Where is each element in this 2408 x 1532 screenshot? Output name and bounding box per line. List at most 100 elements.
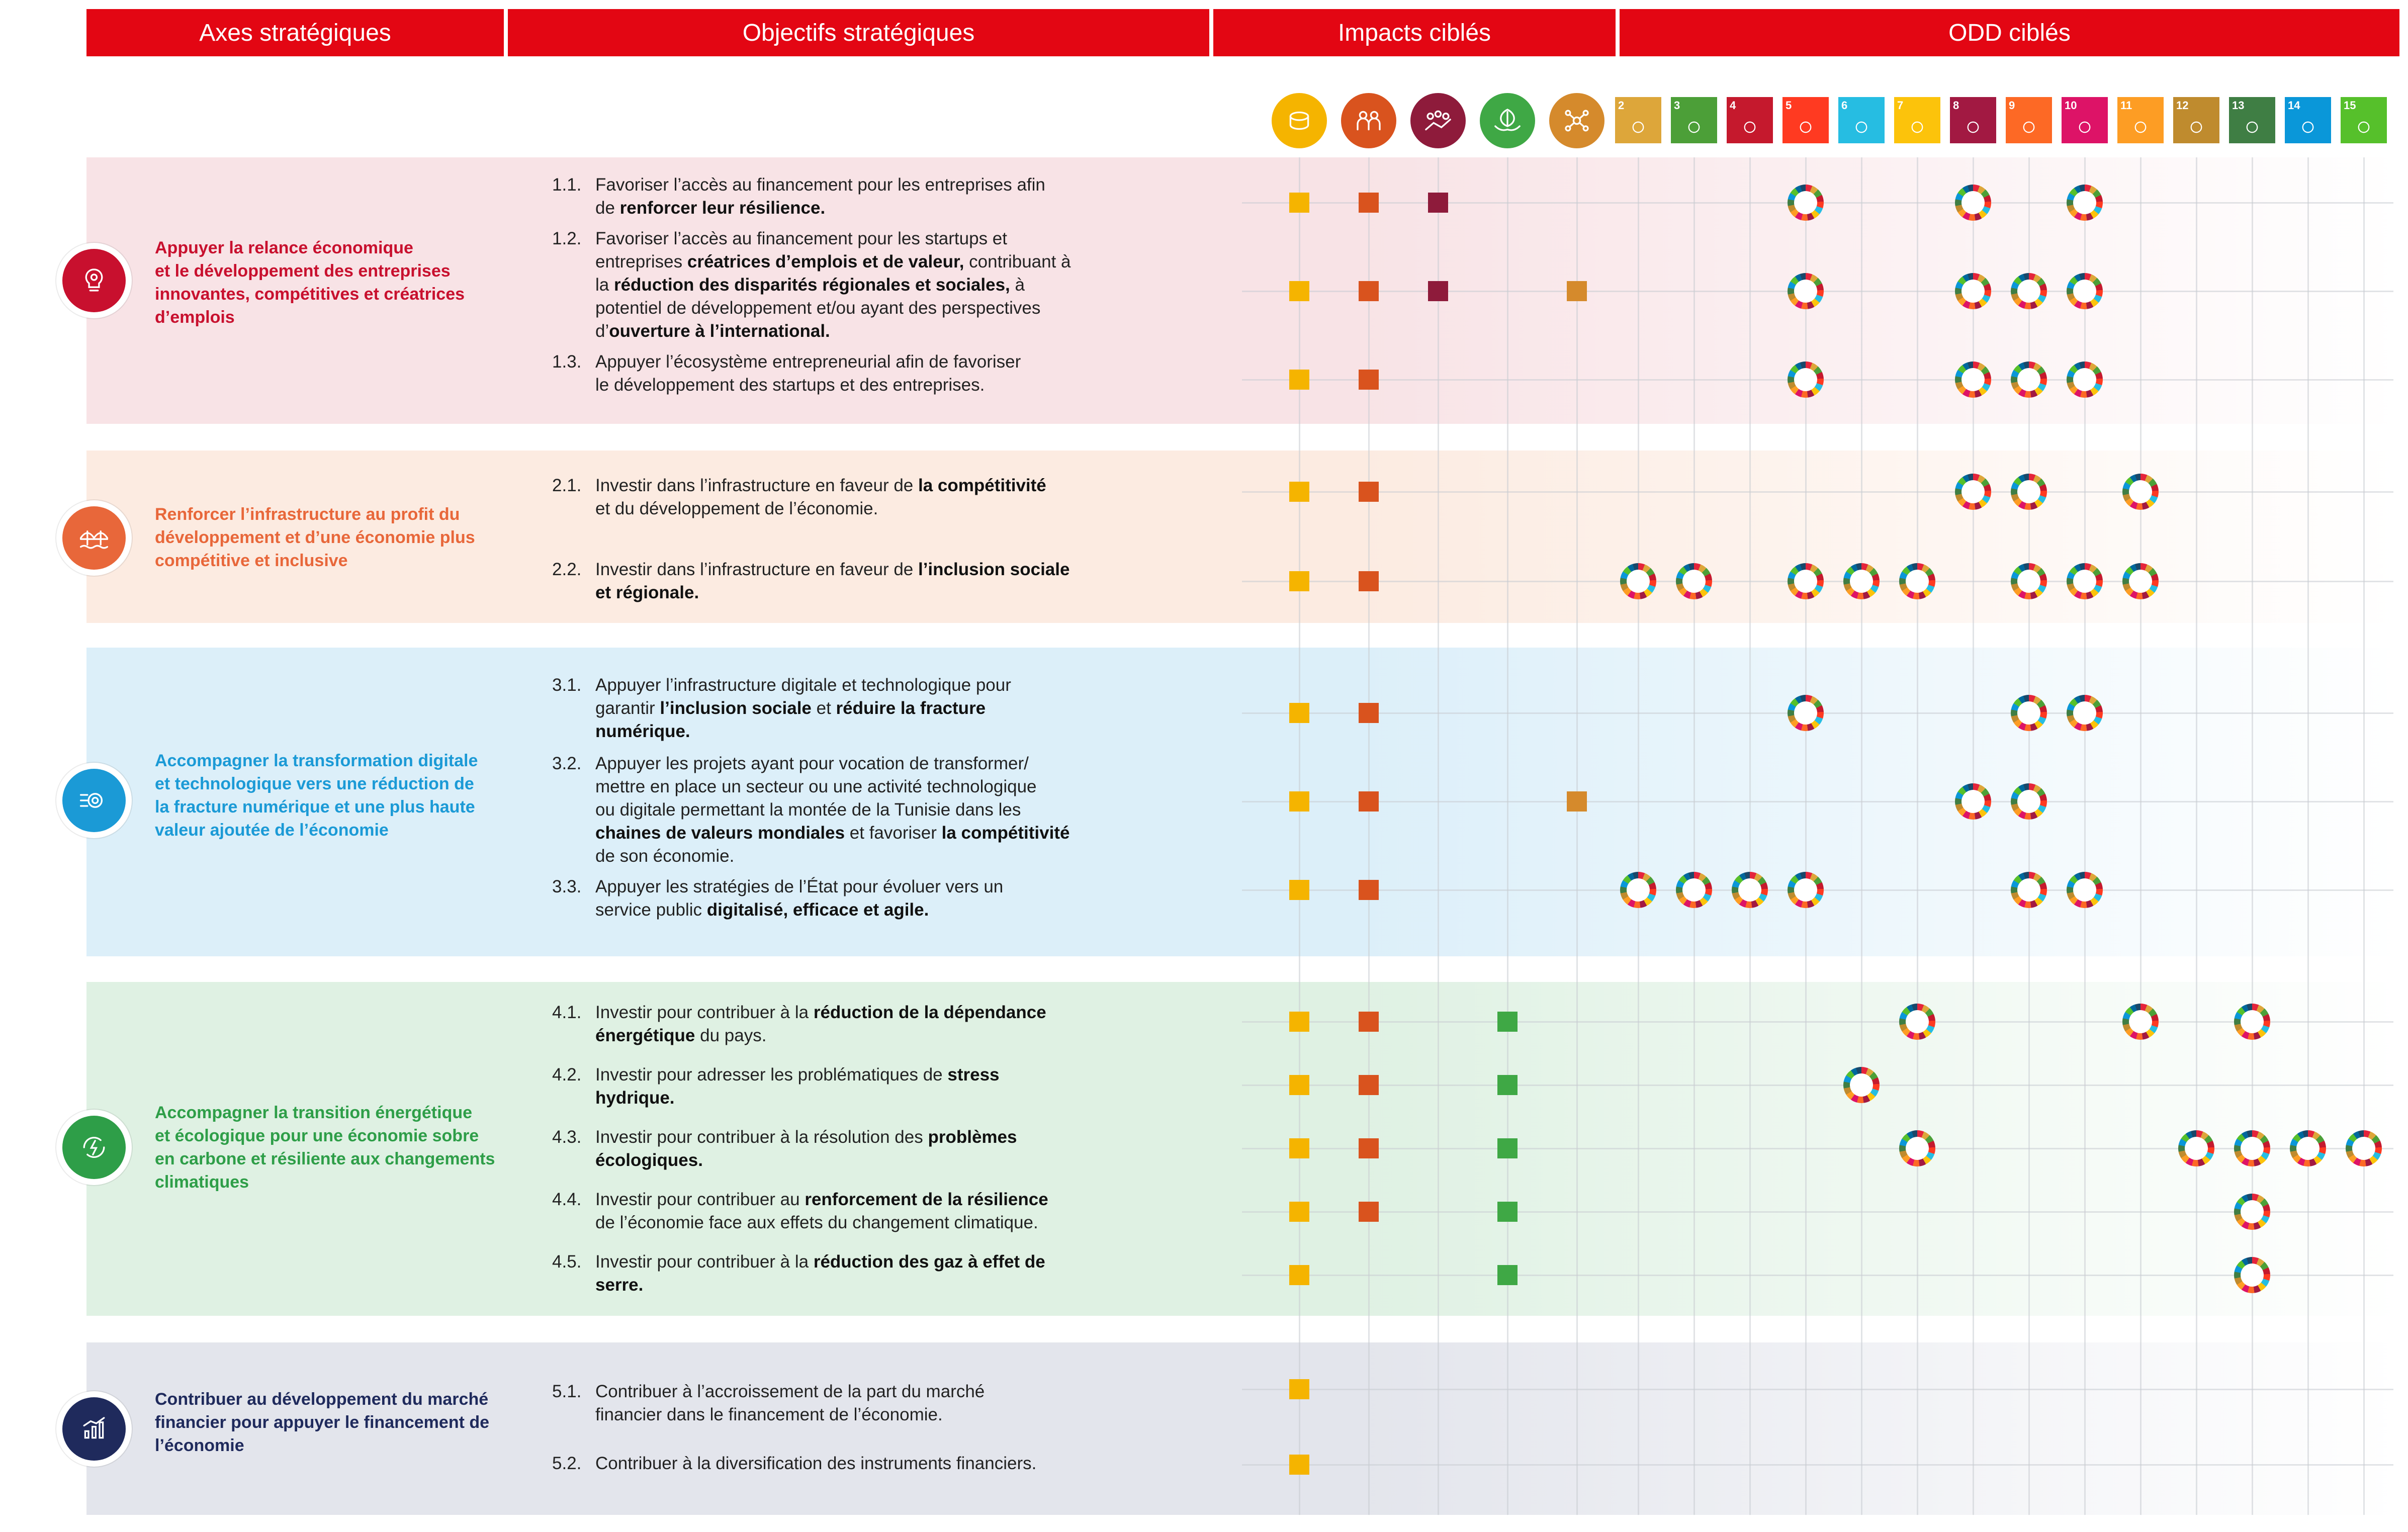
axis-title-line: Appuyer la relance économique — [155, 238, 413, 257]
sdg-mark-4.5-13 — [2234, 1257, 2270, 1293]
grid-column-line — [1693, 157, 1695, 1515]
grid-row-line — [1242, 491, 2393, 493]
objective-number: 2.2. — [552, 560, 582, 579]
objective-text: Appuyer l’infrastructure digitale et tec… — [595, 674, 1120, 743]
sdg-15-icon: 15 — [2341, 97, 2387, 143]
objective-4.3: 4.3. Investir pour contribuer à la résolu… — [552, 1126, 1120, 1172]
axis-title-line: valeur ajoutée de l’économie — [155, 821, 389, 840]
objective-text-part: de — [595, 198, 620, 218]
impact-mark-1.3-2 — [1359, 370, 1379, 390]
objective-text: Investir pour contribuer au renforcement… — [595, 1188, 1120, 1234]
sdg-mark-2.2-10 — [2067, 563, 2103, 599]
impact-mark-3.3-1 — [1289, 880, 1309, 900]
objective-text-part: de son économie. — [595, 846, 735, 866]
objective-text-part: chaines de valeurs mondiales — [595, 823, 845, 843]
grid-column-line — [2307, 157, 2309, 1515]
axis-1-badge — [56, 243, 132, 318]
book-icon — [1737, 116, 1763, 138]
objective-text-part: Appuyer les projets ayant pour vocation … — [595, 754, 1029, 773]
axis-title-line: la fracture numérique et une plus haute — [155, 797, 475, 817]
sdg-mark-3.3-4 — [1732, 872, 1768, 908]
axis-2-title: Renforcer l’infrastructure au profit du d… — [155, 503, 517, 572]
objective-text-part: garantir — [595, 698, 660, 718]
objective-3.2: 3.2. Appuyer les projets ayant pour vocat… — [552, 752, 1120, 868]
sdg-mark-3.2-8 — [1955, 783, 1991, 820]
sdg-number: 3 — [1674, 99, 1680, 112]
objective-number: 4.5. — [552, 1252, 582, 1272]
sdg-mark-2.2-9 — [2011, 563, 2047, 599]
sdg-number: 11 — [2120, 99, 2132, 112]
objective-number: 2.1. — [552, 476, 582, 495]
sdg-number: 6 — [1841, 99, 1848, 112]
objective-number: 5.1. — [552, 1382, 582, 1401]
axis-5-badge — [56, 1391, 132, 1467]
crowd-icon — [1410, 93, 1466, 148]
objective-text-part: la — [595, 275, 614, 295]
grid-column-line — [2252, 157, 2253, 1515]
sdg-mark-2.2-5 — [1788, 563, 1824, 599]
objective-text-part: et du développement de l’économie. — [595, 499, 878, 518]
grid-column-line — [1973, 157, 1974, 1515]
axis-5-title: Contribuer au développement du marché fin… — [155, 1388, 517, 1457]
objective-text: Investir dans l’infrastructure en faveur… — [595, 558, 1120, 604]
impact-mark-2.2-2 — [1359, 571, 1379, 591]
objective-text-part: digitalisé, efficace et agile. — [706, 900, 929, 920]
objective-text-part: problèmes — [928, 1127, 1017, 1147]
axis-title-line: en carbone et résiliente aux changements — [155, 1149, 495, 1168]
axis-title-line: et technologique vers une réduction de — [155, 774, 474, 793]
sdg-mark-4.3-14 — [2290, 1130, 2326, 1166]
objective-text-part: réduire la fracture — [836, 698, 986, 718]
objective-text-part: Favoriser l’accès au financement pour le… — [595, 175, 1045, 195]
sdg-14-icon: 14 — [2285, 97, 2331, 143]
objective-number: 1.1. — [552, 175, 582, 195]
sdg-mark-1.2-8 — [1955, 273, 1991, 309]
impact-mark-4.3-4 — [1497, 1138, 1518, 1158]
objective-text-part: réduction des gaz à effet de — [813, 1252, 1045, 1272]
sdg-number: 15 — [2344, 99, 2356, 112]
axis-2-badge — [56, 500, 132, 576]
grid-column-line — [1917, 157, 1918, 1515]
objective-text-part: la compétitivité — [941, 823, 1070, 843]
impact-mark-4.2-4 — [1497, 1075, 1518, 1095]
sdg-number: 12 — [2176, 99, 2189, 112]
growth-chart-icon — [1960, 116, 1986, 138]
grid-column-line — [1438, 157, 1439, 1515]
impact-mark-2.1-1 — [1289, 482, 1309, 502]
objective-text-part: financier dans le financement de l’écono… — [595, 1405, 943, 1424]
objective-text-part: Appuyer les stratégies de l’État pour év… — [595, 877, 1004, 896]
objective-5.2: 5.2. Contribuer à la diversification des … — [552, 1452, 1120, 1475]
sdg-mark-3.2-9 — [2011, 783, 2047, 820]
grid-column-line — [1638, 157, 1639, 1515]
impact-mark-4.5-1 — [1289, 1265, 1309, 1285]
sdg-mark-2.1-11 — [2122, 474, 2159, 510]
axis-title-line: et le développement des entreprises — [155, 261, 451, 281]
objective-text-part: de l’économie face aux effets du changem… — [595, 1213, 1038, 1232]
impact-mark-3.1-1 — [1289, 703, 1309, 723]
lightbulb-gear-icon — [62, 249, 126, 312]
eye-globe-icon — [2239, 116, 2265, 138]
impact-mark-2.1-2 — [1359, 482, 1379, 502]
sdg-number: 4 — [1730, 99, 1736, 112]
objective-3.1: 3.1. Appuyer l’infrastructure digitale et… — [552, 674, 1120, 743]
sdg-mark-4.3-7 — [1899, 1130, 1935, 1166]
sdg-2-icon: 2 — [1615, 97, 1661, 143]
objective-4.5: 4.5. Investir pour contribuer à la réduct… — [552, 1250, 1120, 1297]
grid-column-line — [2140, 157, 2142, 1515]
grid-row-line — [1242, 1021, 2393, 1023]
grid-row-line — [1242, 1211, 2393, 1213]
impact-mark-1.3-1 — [1289, 370, 1309, 390]
grid-column-line — [1507, 157, 1508, 1515]
water-drop-icon — [1848, 116, 1875, 138]
objective-text-part: Contribuer à la diversification des inst… — [595, 1454, 1037, 1473]
objective-number: 4.2. — [552, 1065, 582, 1085]
impact-mark-1.2-5 — [1567, 281, 1587, 301]
grid-row-line — [1242, 1148, 2393, 1149]
sdg-mark-1.2-9 — [2011, 273, 2047, 309]
sdg-number: 9 — [2009, 99, 2015, 112]
axis-title-line: financier pour appuyer le financement de — [155, 1413, 490, 1432]
sdg-mark-1.1-8 — [1955, 185, 1991, 221]
sun-icon — [1904, 116, 1930, 138]
objective-text: Investir pour contribuer à la résolution… — [595, 1126, 1120, 1172]
sdg-mark-2.2-7 — [1899, 563, 1935, 599]
objective-text: Contribuer à l’accroissement de la part … — [595, 1380, 1120, 1426]
